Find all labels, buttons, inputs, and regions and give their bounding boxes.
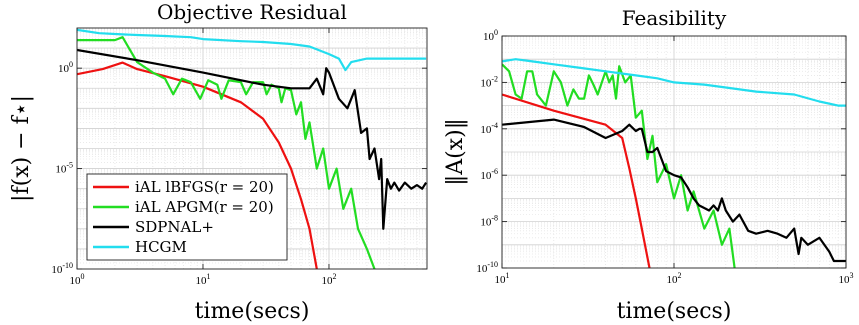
legend-label: SDPNAL+: [135, 218, 214, 236]
y-tick-label: 10-8: [480, 214, 498, 229]
y-axis-label: |f(x) − f⋆|: [9, 95, 34, 202]
y-tick-label: 10-5: [55, 161, 73, 176]
legend: iAL lBFGS(r = 20) iAL APGM(r = 20) SDPNAL+…: [86, 173, 288, 261]
plot-frame: [76, 27, 428, 270]
series-line-4: [502, 58, 846, 107]
series-line-4: [77, 28, 427, 72]
x-tick-label: 103: [839, 271, 854, 286]
x-axis-label: time(secs): [195, 299, 310, 324]
y-axis-label: ‖A(x)‖: [443, 118, 468, 185]
y-tick-label: 10-10: [476, 260, 498, 275]
series-line-1: [502, 93, 651, 268]
series-line-2: [502, 63, 736, 268]
y-tick-label: 10-2: [480, 74, 498, 89]
x-tick-label: 102: [321, 272, 336, 287]
x-tick-label: 100: [70, 272, 85, 287]
legend-label: HCGM: [135, 238, 187, 256]
y-tick-label: 100: [58, 60, 73, 75]
objective-residual-panel: 100 101 102 100 10-5 10-10 Objective Residual t…: [9, 0, 428, 324]
y-tick-label: 10-10: [51, 261, 73, 276]
chart-title: Objective Residual: [157, 0, 347, 24]
series-line-3: [77, 48, 427, 230]
x-tick-label: 101: [495, 271, 510, 286]
chart-title: Feasibility: [622, 6, 727, 30]
y-tick-label: 10-4: [480, 121, 498, 136]
series-line-3: [502, 118, 846, 263]
y-tick-label: 10-6: [480, 167, 498, 182]
series-line-1: [77, 61, 318, 269]
legend-label: iAL APGM(r = 20): [135, 198, 274, 216]
feasibility-panel: 101 102 103 100 10-2 10-4 10-6 10-8 10-10 Feasibi…: [443, 6, 854, 324]
legend-box: [86, 173, 288, 261]
x-tick-label: 102: [667, 271, 682, 286]
series-line-2: [77, 36, 376, 269]
x-axis-label: time(secs): [617, 299, 732, 324]
x-tick-label: 101: [195, 272, 210, 287]
y-tick-label: 100: [483, 28, 498, 43]
legend-label: iAL lBFGS(r = 20): [135, 178, 274, 196]
